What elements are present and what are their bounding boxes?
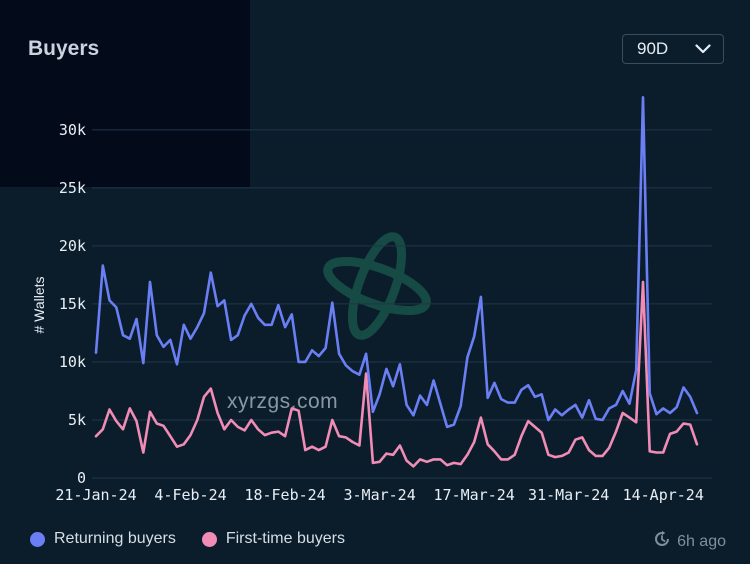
legend-dot-first-time <box>201 531 217 547</box>
legend-label-first-time: First-time buyers <box>225 530 345 547</box>
legend-label-returning: Returning buyers <box>54 530 176 547</box>
y-tick-label: 25k <box>59 179 86 197</box>
y-tick-label: 10k <box>59 353 86 371</box>
last-updated: 6h ago <box>653 530 726 553</box>
clock-refresh-icon <box>653 530 671 553</box>
watermark-text: xyrzgs.com <box>227 390 339 413</box>
chevron-down-icon <box>695 44 711 54</box>
range-select[interactable]: 90D <box>622 34 724 64</box>
legend-dot-returning <box>30 531 45 547</box>
x-tick-label: 31-Mar-24 <box>528 486 609 504</box>
page-title: Buyers <box>28 37 100 60</box>
y-tick-label: 20k <box>59 237 86 255</box>
y-tick-label: 15k <box>59 295 86 313</box>
x-tick-label: 18-Feb-24 <box>244 486 325 504</box>
series-line-first-time-buyers[interactable] <box>94 280 699 468</box>
x-tick-label: 14-Apr-24 <box>623 486 704 504</box>
legend-item-first-time[interactable]: First-time buyers <box>201 530 345 548</box>
last-updated-text: 6h ago <box>677 532 726 550</box>
chart-legend: Returning buyers First-time buyers <box>30 530 345 548</box>
x-tick-label: 17-Mar-24 <box>434 486 515 504</box>
x-tick-label: 4-Feb-24 <box>154 486 226 504</box>
y-tick-label: 30k <box>59 121 86 139</box>
orbit-logo-icon <box>323 232 431 340</box>
range-select-value: 90D <box>637 39 669 58</box>
y-tick-label: 5k <box>68 411 86 429</box>
header-backdrop <box>0 0 250 187</box>
legend-item-returning[interactable]: Returning buyers <box>30 530 176 548</box>
y-tick-label: 0 <box>77 469 86 487</box>
x-tick-label: 3-Mar-24 <box>343 486 415 504</box>
series-line-returning-buyers[interactable] <box>94 96 699 429</box>
y-axis-title: # Wallets <box>31 276 47 333</box>
x-tick-label: 21-Jan-24 <box>55 486 136 504</box>
